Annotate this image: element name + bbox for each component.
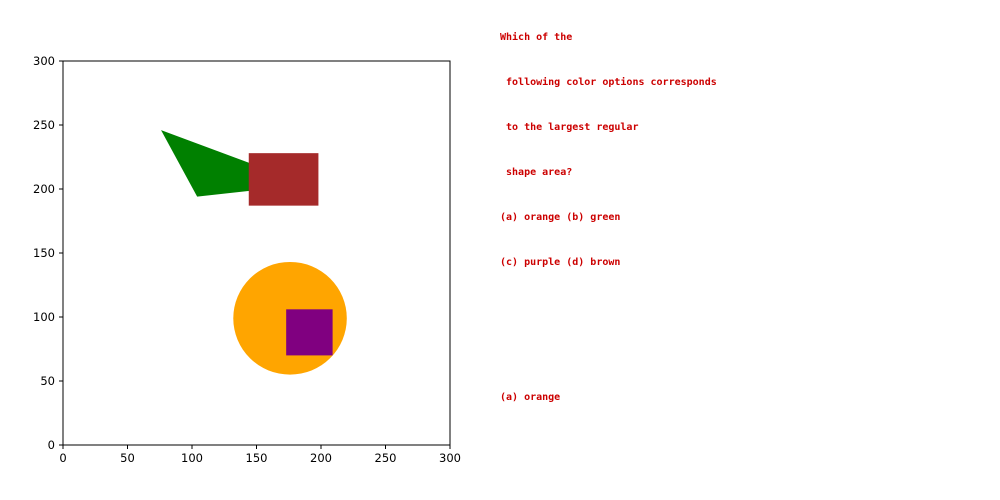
y-tick-label: 100 [33, 310, 55, 324]
x-tick-label: 100 [181, 451, 203, 465]
x-tick-label: 300 [439, 451, 461, 465]
question-line: following color options corresponds [500, 77, 717, 88]
axes-frame [62, 60, 451, 446]
y-tick-label: 250 [33, 118, 55, 132]
x-tick-label: 200 [310, 451, 332, 465]
y-tick-label: 150 [33, 246, 55, 260]
y-tick-label: 300 [33, 54, 55, 68]
purple-square-shape [286, 309, 333, 356]
question-line: Which of the [500, 32, 573, 43]
question-panel: Which of the following color options cor… [500, 0, 980, 420]
question-line: shape area? [500, 167, 573, 178]
brown-rectangle-shape [248, 153, 319, 206]
x-tick-label: 250 [375, 451, 397, 465]
y-tick-label: 0 [48, 438, 55, 452]
y-tick-label: 50 [40, 374, 55, 388]
option-line: (a) orange (b) green [500, 212, 621, 223]
ticks-layer: 0 50 100 150 200 250 300 0 50 100 150 200 250 300 [33, 54, 461, 465]
x-tick-label: 0 [59, 451, 66, 465]
answer-text: (a) orange [500, 392, 561, 403]
y-tick-label: 200 [33, 182, 55, 196]
x-tick-label: 50 [120, 451, 135, 465]
x-tick-label: 150 [246, 451, 268, 465]
option-line: (c) purple (d) brown [500, 257, 621, 268]
shapes-layer [161, 130, 347, 375]
question-line: to the largest regular [500, 122, 639, 133]
